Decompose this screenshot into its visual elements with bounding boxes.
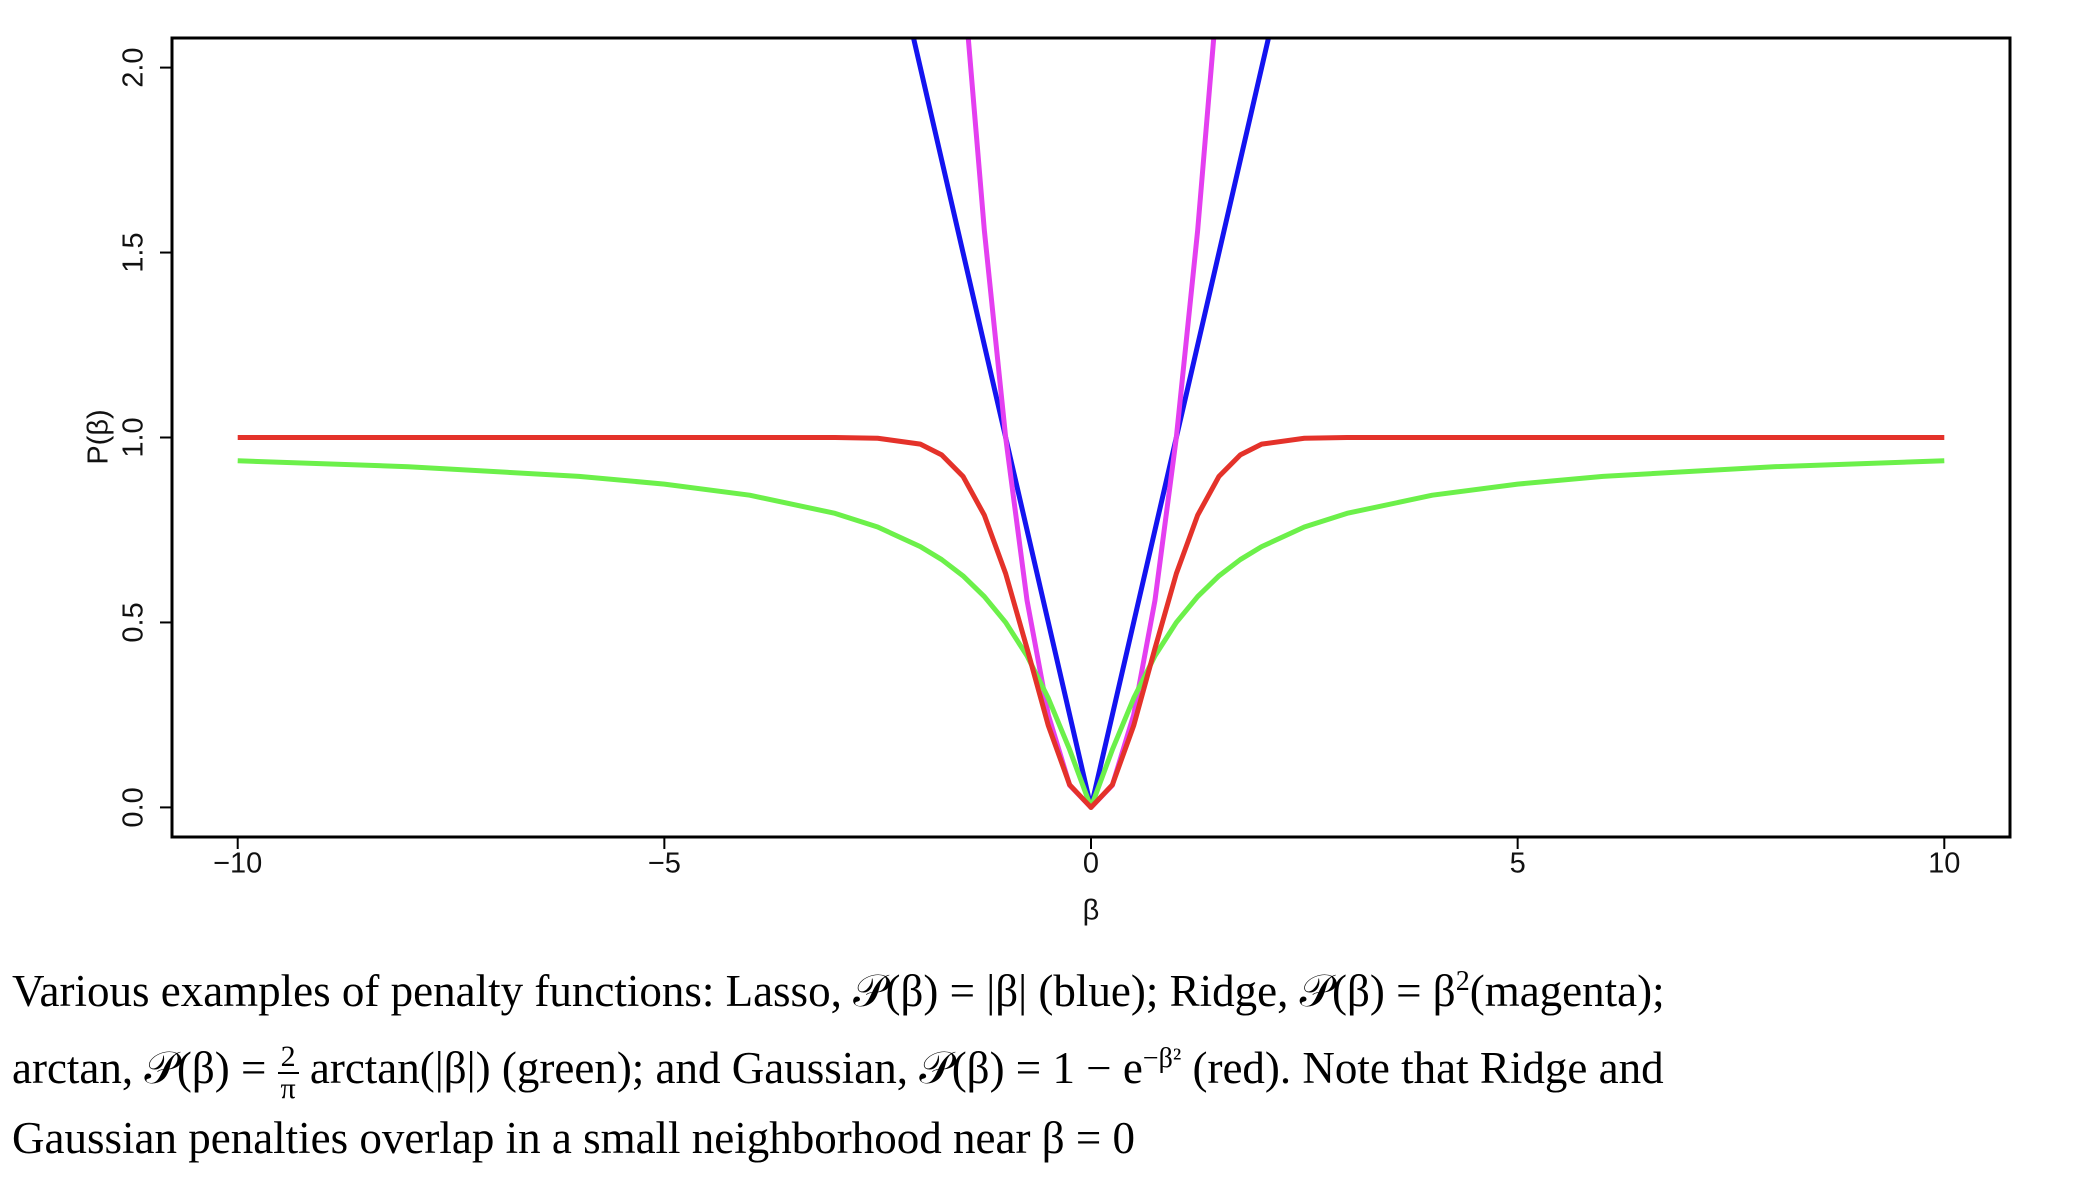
caption-text: Gaussian penalties overlap in a small ne… (12, 1112, 1135, 1163)
x-tick-label: 10 (1928, 848, 1960, 880)
x-axis-label: β (1083, 895, 1100, 927)
series-line (910, 38, 1272, 810)
caption-line: Various examples of penalty functions: L… (12, 948, 2097, 1025)
series-line (237, 458, 1945, 810)
caption-superscript: 2 (1455, 966, 1470, 997)
series-line (965, 38, 1217, 810)
y-tick-label: 0.0 (118, 787, 150, 827)
y-tick-label: 1.0 (118, 417, 150, 457)
x-tick-label: −5 (648, 848, 681, 880)
chart: β P(β) 0.0 0.5 1.0 1.5 2.0 −10 −5 0 5 10 (83, 36, 2012, 927)
y-tick-label: 1.5 (118, 232, 150, 272)
y-tick-label: 2.0 (118, 47, 150, 87)
x-tick-label: 5 (1510, 848, 1526, 880)
x-tick-label: −10 (213, 848, 262, 880)
caption-text: (magenta); (1469, 966, 1665, 1016)
x-tick-label: 0 (1083, 848, 1099, 880)
series-line (237, 435, 1945, 810)
caption-text: arctan(|β|) (green); and Gaussian, 𝒫(β) … (298, 1043, 1143, 1093)
y-tick-label: 0.5 (118, 602, 150, 642)
caption-text: Various examples of penalty functions: L… (12, 966, 1456, 1016)
y-axis-label: P(β) (83, 409, 115, 464)
fraction-denominator: π (280, 1071, 296, 1105)
caption: Various examples of penalty functions: L… (12, 948, 2097, 1172)
fraction-numerator: 2 (277, 1041, 299, 1074)
plot-lines (237, 38, 1945, 810)
caption-text: (red). Note that Ridge and (1181, 1043, 1664, 1093)
caption-superscript: −β² (1142, 1043, 1182, 1074)
caption-line: Gaussian penalties overlap in a small ne… (12, 1104, 2097, 1172)
caption-text: arctan, 𝒫(β) = (12, 1043, 278, 1093)
